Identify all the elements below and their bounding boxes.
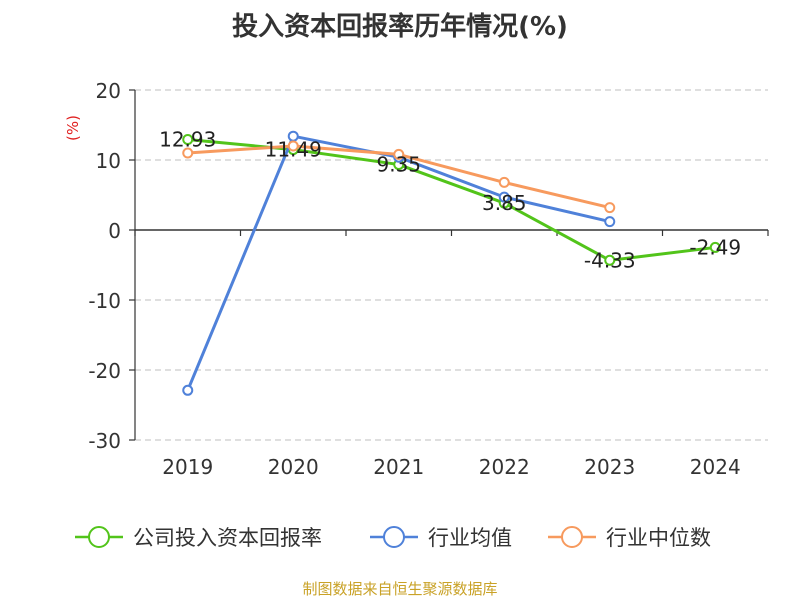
data-point-1 bbox=[182, 133, 194, 145]
data-point-1 bbox=[709, 241, 721, 253]
legend-label: 行业均值 bbox=[428, 526, 512, 550]
data-label: -2.49 bbox=[689, 235, 741, 259]
legend-item-1[interactable]: 公司投入资本回报率 bbox=[75, 526, 322, 550]
data-label: 11.49 bbox=[265, 138, 322, 162]
data-labels: 12.93 11.49 9.35 3.85 -4.33 -2.49 bbox=[159, 127, 741, 272]
y-tick-label: 20 bbox=[96, 79, 121, 103]
data-label: 9.35 bbox=[376, 153, 421, 177]
data-point-1 bbox=[604, 254, 616, 266]
x-tick-label: 2022 bbox=[479, 455, 530, 479]
data-point-3 bbox=[393, 148, 405, 160]
grid-lines bbox=[135, 89, 768, 441]
data-point-3 bbox=[604, 202, 616, 214]
y-tick-label: -20 bbox=[88, 359, 121, 383]
axes: 20 10 0 -10 -20 -30 2019 2020 2021 2022 2023 2024 bbox=[88, 79, 769, 479]
x-tick-label: 2021 bbox=[373, 455, 424, 479]
y-tick-label: 0 bbox=[108, 219, 121, 243]
data-point-3 bbox=[287, 140, 299, 152]
y-axis-label: (%) bbox=[64, 115, 82, 141]
legend-label: 行业中位数 bbox=[606, 526, 711, 550]
chart-title: 投入资本回报率历年情况(%) bbox=[232, 12, 568, 42]
x-tick-label: 2023 bbox=[584, 455, 635, 479]
legend-marker bbox=[561, 526, 583, 548]
y-tick-label: -10 bbox=[88, 289, 121, 313]
data-point-3 bbox=[182, 147, 194, 159]
data-point-2 bbox=[498, 191, 510, 203]
legend-label: 公司投入资本回报率 bbox=[133, 526, 322, 550]
data-point-2 bbox=[604, 216, 616, 228]
data-label: -4.33 bbox=[584, 248, 636, 272]
series-layer bbox=[182, 130, 721, 396]
x-tick-label: 2019 bbox=[162, 455, 213, 479]
data-label: 12.93 bbox=[159, 127, 216, 151]
legend-item-2[interactable]: 行业均值 bbox=[370, 526, 512, 550]
legend-item-3[interactable]: 行业中位数 bbox=[548, 526, 711, 550]
legend-marker bbox=[383, 526, 405, 548]
y-tick-label: 10 bbox=[96, 149, 121, 173]
legend: 公司投入资本回报率 行业均值 行业中位数 bbox=[75, 526, 711, 550]
data-point-2 bbox=[182, 384, 194, 396]
y-tick-label: -30 bbox=[88, 429, 121, 453]
source-note: 制图数据来自恒生聚源数据库 bbox=[302, 580, 498, 598]
data-label: 3.85 bbox=[482, 191, 527, 215]
x-tick-label: 2024 bbox=[690, 455, 741, 479]
x-tick-label: 2020 bbox=[268, 455, 319, 479]
legend-marker bbox=[88, 526, 110, 548]
data-point-3 bbox=[498, 176, 510, 188]
